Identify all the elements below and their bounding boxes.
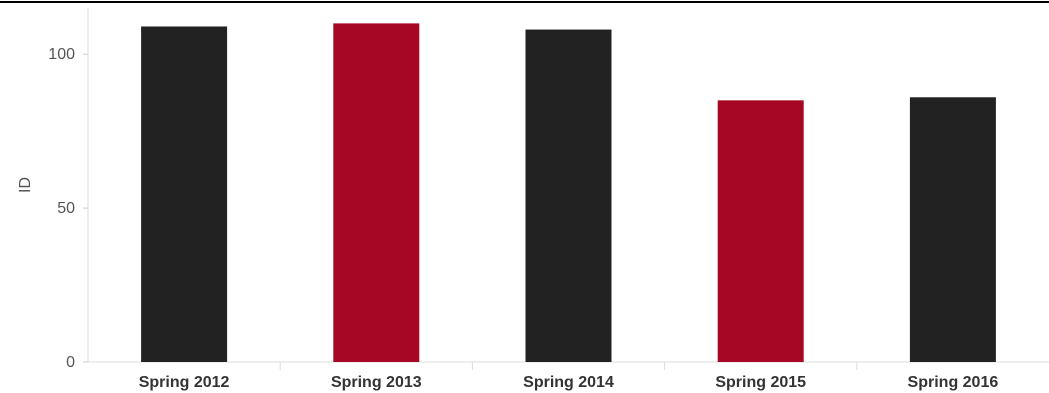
bar[interactable]	[141, 26, 228, 362]
bars	[141, 23, 996, 363]
bar[interactable]	[333, 23, 420, 363]
y-tick-label: 100	[48, 46, 75, 63]
bar[interactable]	[909, 97, 996, 362]
y-axis-title: ID	[17, 177, 34, 193]
y-tick-label: 50	[57, 200, 75, 217]
x-labels: Spring 2012 Spring 2013 Spring 2014 Spring …	[139, 374, 999, 391]
x-tick-label: Spring 2016	[908, 374, 999, 391]
x-ticks	[279, 362, 858, 370]
x-tick-label: Spring 2013	[331, 374, 422, 391]
x-tick-label: Spring 2012	[139, 374, 230, 391]
bar[interactable]	[717, 100, 804, 362]
bar[interactable]	[525, 29, 612, 363]
y-tick-label: 0	[66, 354, 75, 371]
x-tick-label: Spring 2014	[523, 374, 614, 391]
x-tick-label: Spring 2015	[715, 374, 806, 391]
y-ticks: 0 50 100	[48, 46, 88, 371]
